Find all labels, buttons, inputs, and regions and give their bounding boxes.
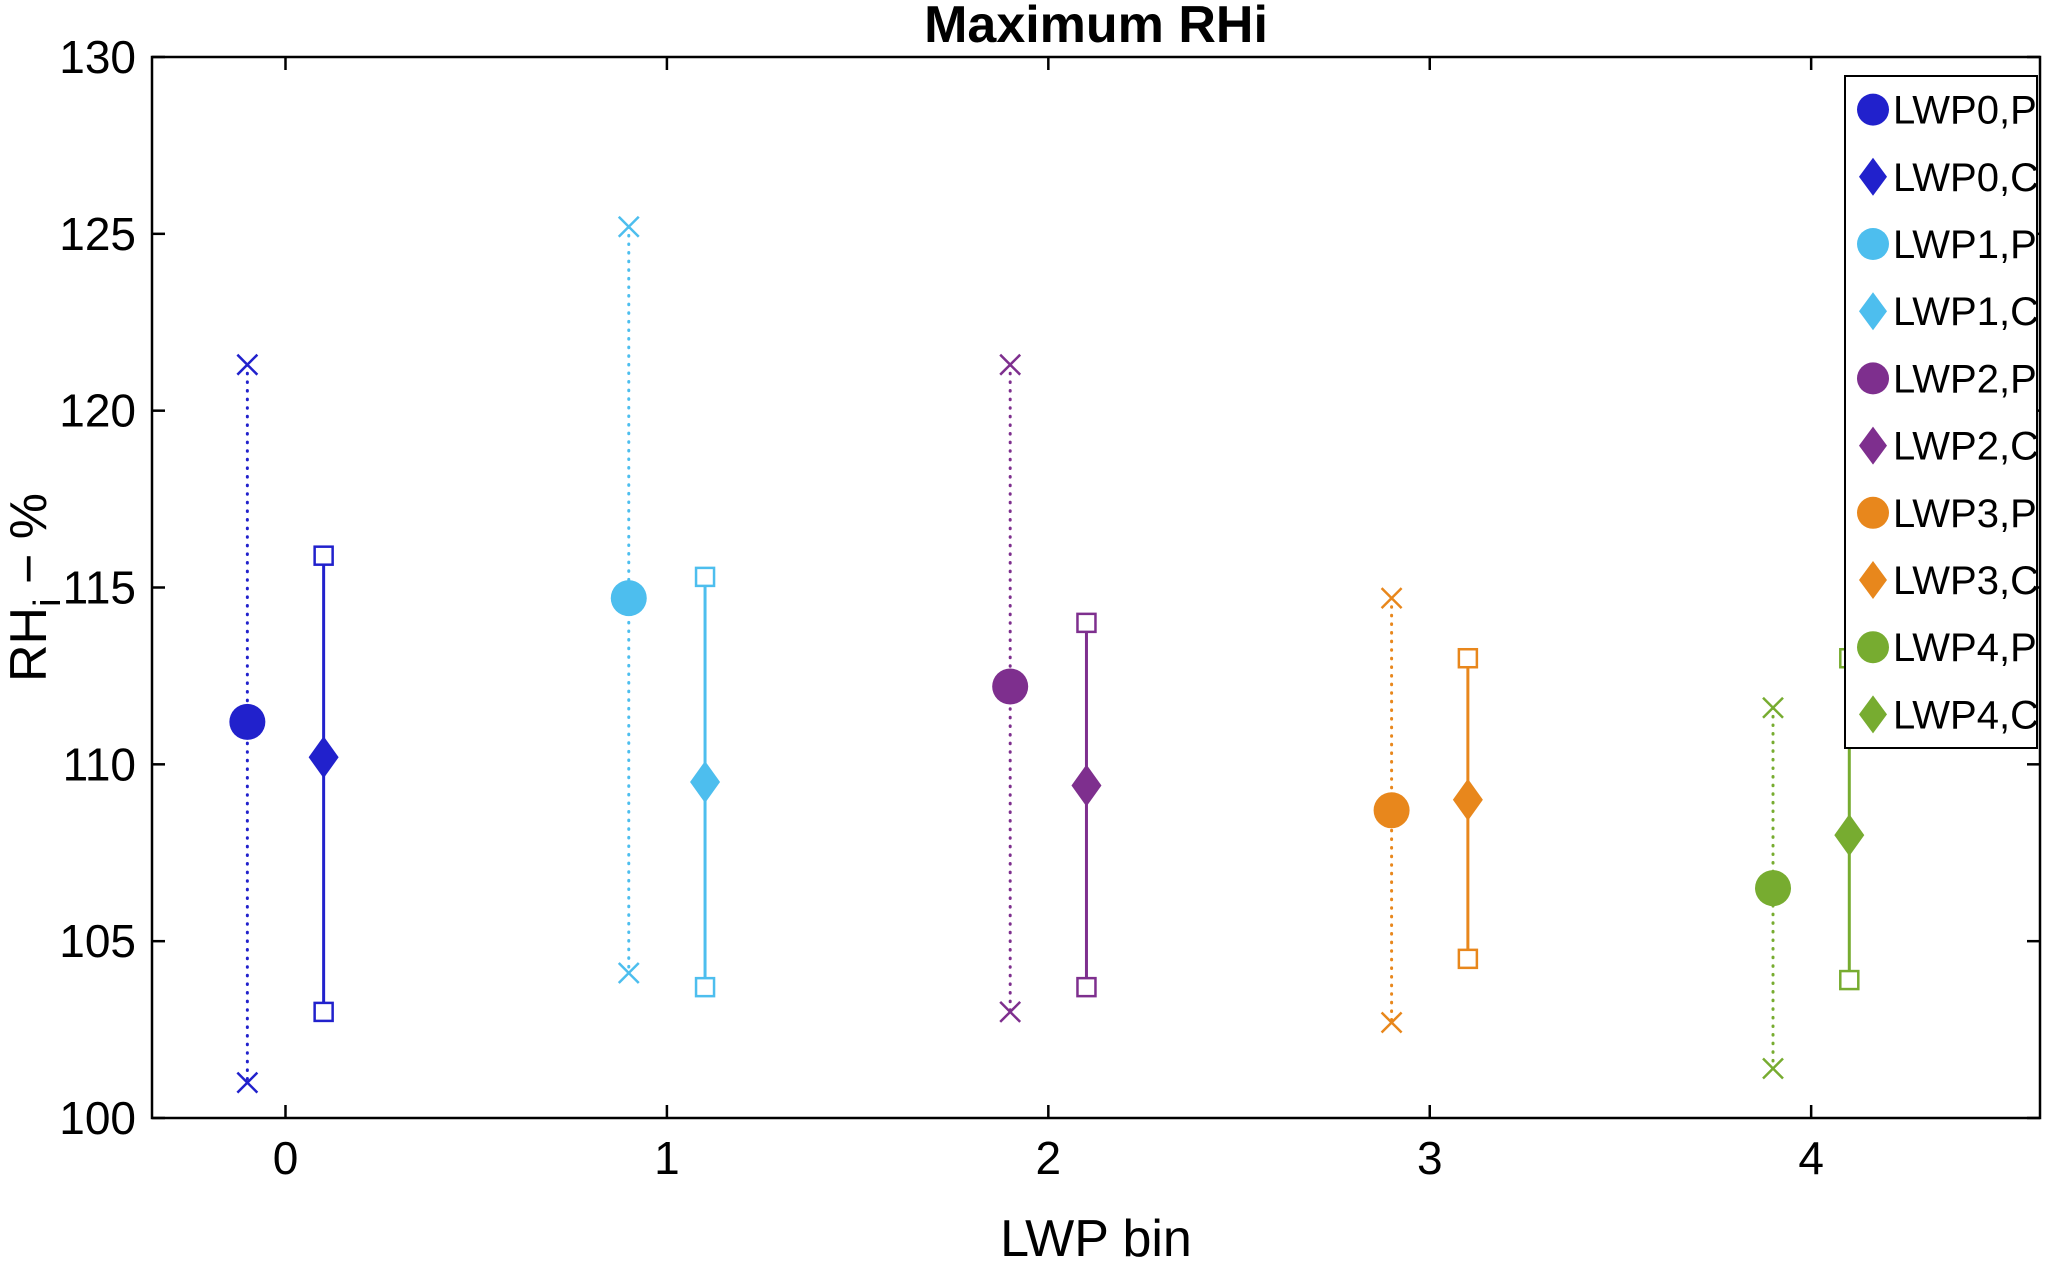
legend-label: LWP0,C <box>1893 156 2039 200</box>
legend-item-LWP3,C: LWP3,C <box>1859 559 2039 603</box>
legend-item-LWP4,P: LWP4,P <box>1857 626 2037 670</box>
legend-marker-diamond <box>1859 157 1887 196</box>
x-tick-label: 3 <box>1417 1132 1443 1184</box>
legend-item-LWP2,C: LWP2,C <box>1859 425 2039 469</box>
x-tick-label: 0 <box>273 1132 299 1184</box>
errorbar-cap-square <box>313 1001 334 1023</box>
legend-marker-diamond <box>1859 695 1887 734</box>
legend: LWP0,P LWP0,C LWP1,P LWP1,C LWP2,P LWP2,C LWP3… <box>1844 75 2039 749</box>
series-LWP0,C <box>308 545 339 1023</box>
legend-label: LWP4,P <box>1893 626 2037 670</box>
y-tick-label: 125 <box>59 208 136 260</box>
errorbar-cap-x <box>1762 1057 1784 1080</box>
errorbar-cap-square <box>1076 612 1097 634</box>
series-LWP2,C <box>1071 612 1102 998</box>
errorbar-cap-x <box>1380 1011 1403 1034</box>
y-tick-label: 100 <box>59 1092 136 1144</box>
chart-title: Maximum RHi <box>924 0 1268 54</box>
marker-diamond <box>308 736 339 779</box>
marker-diamond <box>690 761 721 804</box>
legend-marker-circle <box>1857 362 1889 395</box>
series-LWP0,P <box>229 353 266 1094</box>
series-LWP3,P <box>1373 587 1410 1034</box>
x-axis-label: LWP bin <box>1000 1210 1192 1268</box>
legend-marker-diamond <box>1859 561 1887 599</box>
y-tick-label: 130 <box>59 31 136 83</box>
legend-item-LWP4,C: LWP4,C <box>1859 693 2039 737</box>
errorbar-cap-x <box>999 1001 1022 1023</box>
errorbar-cap-square <box>694 976 716 998</box>
marker-diamond <box>1452 778 1483 821</box>
marker-diamond <box>1834 814 1865 857</box>
errorbar-cap-x <box>617 962 640 984</box>
errorbar-cap-square <box>1457 948 1479 970</box>
legend-label: LWP4,C <box>1893 693 2039 737</box>
legend-marker-diamond <box>1859 426 1887 465</box>
marker-diamond <box>1071 764 1102 807</box>
legend-item-LWP1,P: LWP1,P <box>1857 223 2037 267</box>
legend-item-LWP3,P: LWP3,P <box>1857 492 2037 536</box>
legend-label: LWP1,C <box>1893 290 2039 334</box>
legend-label: LWP1,P <box>1893 223 2037 267</box>
legend-label: LWP2,P <box>1893 357 2037 401</box>
errorbar-cap-square <box>1839 969 1860 991</box>
legend-marker-circle <box>1857 496 1889 529</box>
legend-marker-circle <box>1857 228 1889 260</box>
series-LWP2,P <box>992 353 1029 1023</box>
legend-item-LWP0,C: LWP0,C <box>1859 156 2039 200</box>
x-tick-label: 2 <box>1036 1132 1062 1184</box>
series-LWP1,C <box>690 566 721 998</box>
y-tick-label: 105 <box>59 915 136 967</box>
legend-label: LWP0,P <box>1893 89 2037 133</box>
legend-marker-circle <box>1857 631 1889 664</box>
y-axis-label: RHi − % <box>0 493 69 682</box>
y-tick-label: 110 <box>63 738 136 790</box>
legend-item-LWP0,P: LWP0,P <box>1857 89 2037 133</box>
legend-label: LWP3,P <box>1893 492 2037 536</box>
y-tick-labels: 100 105 110 115 120 125 130 <box>59 31 136 1144</box>
marker-circle <box>229 703 266 740</box>
errorbar-cap-x <box>1762 696 1784 719</box>
legend-item-LWP2,P: LWP2,P <box>1857 357 2037 401</box>
errorbar-cap-square <box>313 545 334 566</box>
errorbar-cap-x <box>1380 587 1403 609</box>
marker-circle <box>610 580 647 617</box>
y-tick-label: 115 <box>63 562 136 614</box>
errorbar-cap-square <box>694 566 716 588</box>
series-layer <box>229 215 1865 1094</box>
errorbar-cap-x <box>999 353 1022 376</box>
errorbar-cap-square <box>1076 976 1097 998</box>
marker-circle <box>992 668 1029 705</box>
series-LWP4,P <box>1755 696 1792 1080</box>
series-LWP1,P <box>610 215 647 984</box>
errorbar-cap-x <box>236 1071 259 1094</box>
series-LWP3,C <box>1452 647 1483 970</box>
x-tick-labels: 0 1 2 3 4 <box>273 1132 1824 1184</box>
legend-label: LWP3,C <box>1893 559 2039 603</box>
x-tick-label: 1 <box>654 1132 680 1184</box>
y-tick-label: 120 <box>59 385 136 437</box>
errorbar-cap-x <box>617 215 640 238</box>
legend-marker-diamond <box>1859 292 1887 331</box>
errorbar-cap-x <box>236 353 259 376</box>
marker-circle <box>1373 792 1410 829</box>
x-tick-label: 4 <box>1798 1132 1824 1184</box>
legend-marker-circle <box>1857 93 1889 126</box>
marker-circle <box>1755 870 1792 907</box>
errorbar-cap-square <box>1457 647 1479 669</box>
legend-label: LWP2,C <box>1893 425 2039 469</box>
legend-item-LWP1,C: LWP1,C <box>1859 290 2039 334</box>
